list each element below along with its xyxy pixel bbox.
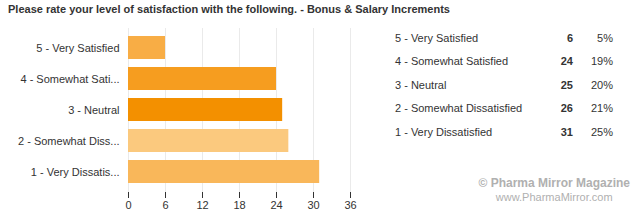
svg-text:18: 18 bbox=[233, 199, 245, 211]
html-text:Please rate your level of sati: Please rate your level of satisfaction w… bbox=[8, 3, 450, 15]
html-text:24: 24 bbox=[560, 55, 573, 68]
html-text:19%: 19% bbox=[591, 55, 613, 68]
svg-text:24: 24 bbox=[270, 199, 282, 211]
html-text:31: 31 bbox=[560, 125, 573, 138]
html-text:4 - Somewhat Satisfied: 4 - Somewhat Satisfied bbox=[395, 55, 509, 68]
html-text:20%: 20% bbox=[591, 78, 613, 91]
html-text:25%: 25% bbox=[591, 125, 613, 138]
html-text:3 - Neutral: 3 - Neutral bbox=[395, 78, 447, 91]
svg-text:5 - Very Satisfied: 5 - Very Satisfied bbox=[36, 42, 119, 54]
html-text:26: 26 bbox=[560, 102, 573, 115]
svg-text:12: 12 bbox=[196, 199, 208, 211]
svg-text:36: 36 bbox=[344, 199, 356, 211]
html-text:5%: 5% bbox=[597, 31, 613, 44]
svg-text:6: 6 bbox=[162, 199, 168, 211]
svg-text:30: 30 bbox=[307, 199, 319, 211]
svg-text:0: 0 bbox=[125, 199, 131, 211]
html-text:1 - Very Dissatisfied: 1 - Very Dissatisfied bbox=[395, 125, 493, 138]
html-text:25: 25 bbox=[560, 78, 573, 91]
html-text:© Pharma Mirror Magazine: © Pharma Mirror Magazine bbox=[478, 176, 630, 190]
html-text:www.PharmaMirror.com: www.PharmaMirror.com bbox=[495, 191, 613, 203]
html-text:5 - Very Satisfied: 5 - Very Satisfied bbox=[395, 31, 479, 44]
svg-text:3 - Neutral: 3 - Neutral bbox=[68, 104, 119, 116]
svg-text:2 - Somewhat Diss...: 2 - Somewhat Diss... bbox=[18, 135, 119, 147]
svg-text:1 - Very Dissatis...: 1 - Very Dissatis... bbox=[31, 166, 120, 178]
svg-text:4 - Somewhat Sati...: 4 - Somewhat Sati... bbox=[20, 73, 119, 85]
html-text:21%: 21% bbox=[591, 102, 613, 115]
html-text:6: 6 bbox=[566, 31, 573, 44]
html-text:2 - Somewhat Dissatisfied: 2 - Somewhat Dissatisfied bbox=[395, 102, 523, 115]
